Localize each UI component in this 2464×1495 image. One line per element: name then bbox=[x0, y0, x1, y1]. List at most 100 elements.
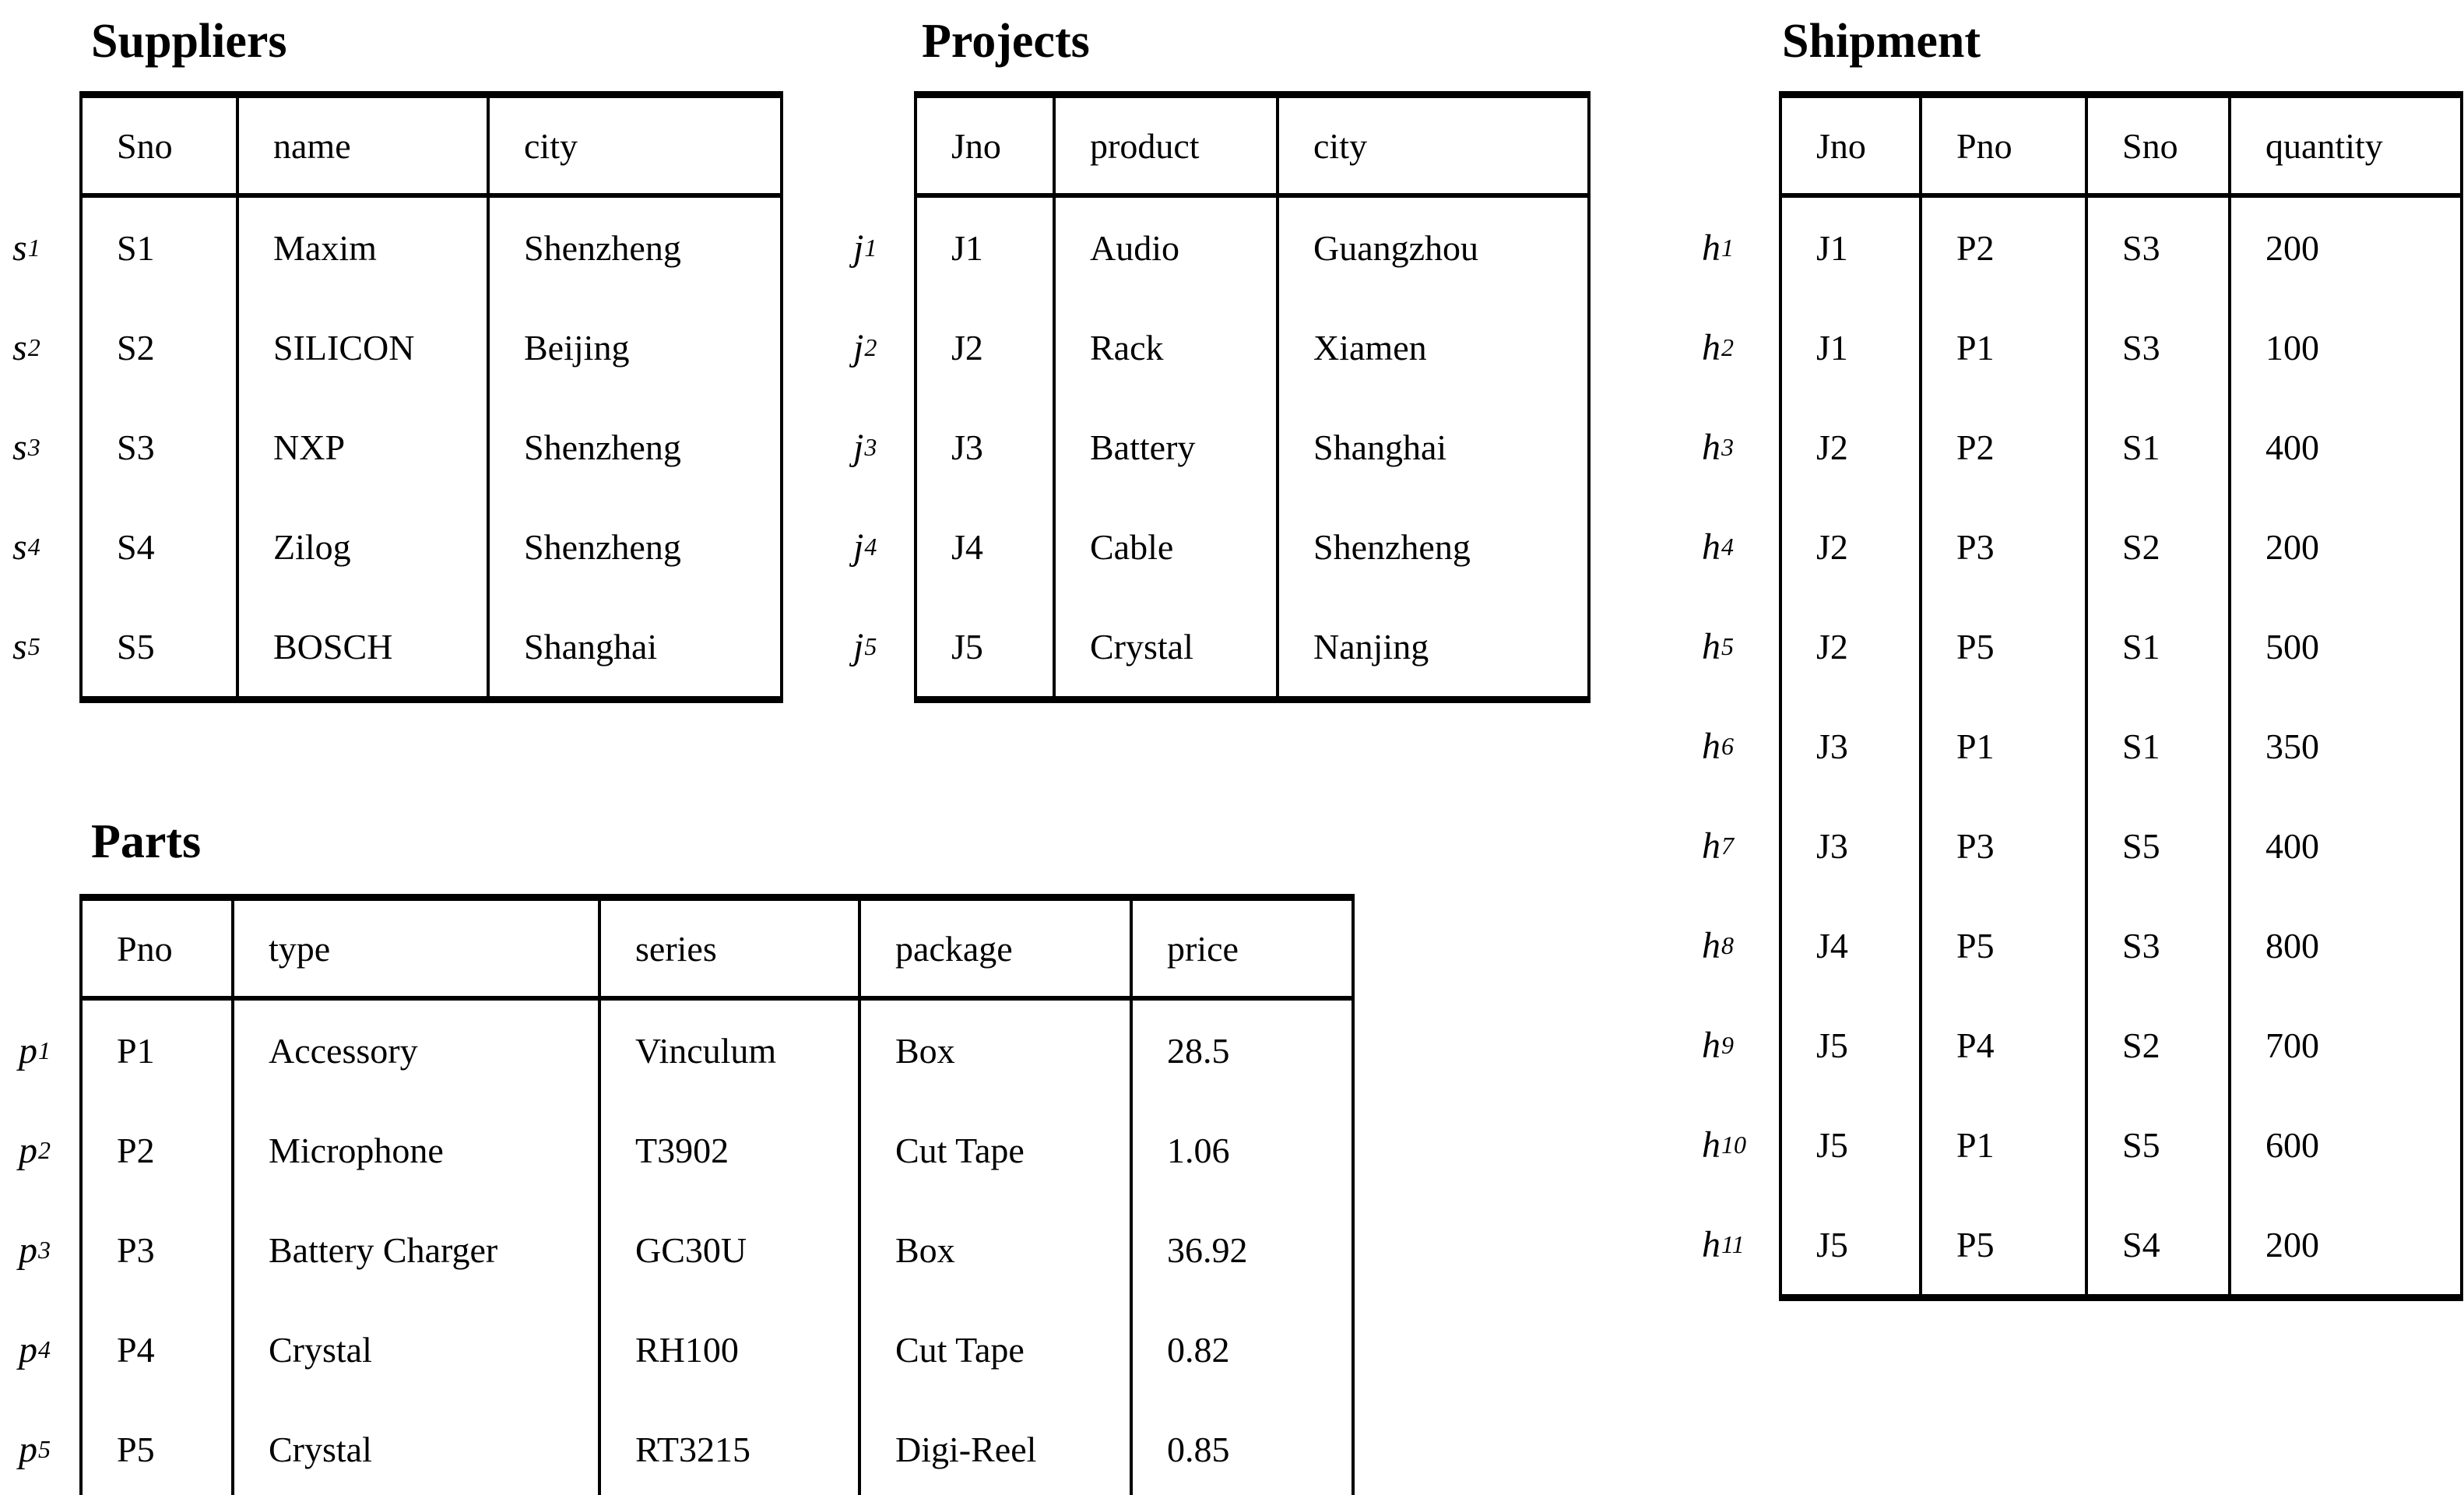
column-header: product bbox=[1056, 98, 1279, 198]
table-cell: P3 bbox=[1922, 497, 2088, 596]
table-cell: RH100 bbox=[601, 1300, 861, 1399]
column-header: Sno bbox=[2088, 98, 2231, 198]
table-cell: T3902 bbox=[601, 1100, 861, 1200]
table-cell: S2 bbox=[2088, 497, 2231, 596]
column-header: price bbox=[1133, 901, 1352, 1001]
table-cell: 800 bbox=[2265, 925, 2319, 966]
table-cell: Cut Tape bbox=[861, 1100, 1133, 1200]
table-cell: P3 bbox=[83, 1200, 234, 1300]
table-cell: Shanghai bbox=[524, 626, 658, 667]
suppliers-table: Sno name city S1 Maxim Shenzheng S2 SILICON Beij… bbox=[79, 91, 783, 703]
column-header: package bbox=[861, 901, 1133, 1001]
table-cell: S3 bbox=[2088, 198, 2231, 297]
table-cell: Beijing bbox=[524, 327, 630, 368]
table-cell: J1 bbox=[1782, 297, 1922, 397]
table-cell: Crystal bbox=[234, 1399, 601, 1495]
projects-table-title: Projects bbox=[922, 15, 1090, 68]
table-cell: Box bbox=[861, 1001, 1133, 1100]
table-cell: Battery Charger bbox=[234, 1200, 601, 1300]
table-cell: J3 bbox=[917, 397, 1056, 497]
column-header: Jno bbox=[917, 98, 1056, 198]
table-cell: Audio bbox=[1056, 198, 1279, 297]
table-cell: Guangzhou bbox=[1313, 227, 1479, 268]
table-cell: S5 bbox=[2088, 796, 2231, 895]
table-cell: J5 bbox=[1782, 995, 1922, 1095]
table-cell: Shenzheng bbox=[524, 526, 681, 567]
table-cell: NXP bbox=[239, 397, 490, 497]
table-cell: Crystal bbox=[234, 1300, 601, 1399]
table-cell: P3 bbox=[1922, 796, 2088, 895]
table-cell: P5 bbox=[1922, 895, 2088, 995]
table-cell: Crystal bbox=[1056, 596, 1279, 696]
table-cell: Xiamen bbox=[1313, 327, 1427, 368]
column-header: Jno bbox=[1782, 98, 1922, 198]
table-cell: RT3215 bbox=[601, 1399, 861, 1495]
table-cell: 500 bbox=[2265, 626, 2319, 667]
table-cell: S5 bbox=[2088, 1095, 2231, 1194]
table-cell: S3 bbox=[2088, 895, 2231, 995]
column-header: name bbox=[239, 98, 490, 198]
table-cell: J5 bbox=[1782, 1095, 1922, 1194]
table-cell: P2 bbox=[83, 1100, 234, 1200]
table-cell: P1 bbox=[1922, 297, 2088, 397]
table-cell: Zilog bbox=[239, 497, 490, 596]
parts-table-title: Parts bbox=[91, 815, 202, 868]
table-cell: Shenzheng bbox=[524, 227, 681, 268]
table-cell: Rack bbox=[1056, 297, 1279, 397]
table-cell: 350 bbox=[2265, 726, 2319, 766]
table-cell: 28.5 bbox=[1167, 1030, 1230, 1071]
table-cell: S4 bbox=[83, 497, 239, 596]
table-cell: Shenzheng bbox=[524, 427, 681, 467]
table-cell: J1 bbox=[1782, 198, 1922, 297]
table-cell: P5 bbox=[1922, 1194, 2088, 1294]
table-cell: Shanghai bbox=[1313, 427, 1447, 467]
table-cell: P5 bbox=[83, 1399, 234, 1495]
table-cell: Nanjing bbox=[1313, 626, 1429, 667]
table-cell: 0.85 bbox=[1167, 1429, 1230, 1469]
table-cell: Battery bbox=[1056, 397, 1279, 497]
table-cell: J4 bbox=[917, 497, 1056, 596]
table-cell: 36.92 bbox=[1167, 1229, 1248, 1270]
table-cell: P1 bbox=[1922, 1095, 2088, 1194]
row-label: h 11 bbox=[1702, 1223, 1745, 1265]
table-cell: J2 bbox=[1782, 497, 1922, 596]
shipment-table-title: Shipment bbox=[1782, 15, 1981, 68]
table-cell: S1 bbox=[83, 198, 239, 297]
table-cell: J5 bbox=[1782, 1194, 1922, 1294]
column-header: quantity bbox=[2231, 98, 2460, 198]
table-cell: S3 bbox=[83, 397, 239, 497]
table-cell: 200 bbox=[2265, 526, 2319, 567]
column-header: type bbox=[234, 901, 601, 1001]
table-cell: J5 bbox=[917, 596, 1056, 696]
table-cell: P2 bbox=[1922, 397, 2088, 497]
table-cell: J2 bbox=[917, 297, 1056, 397]
suppliers-table-title: Suppliers bbox=[91, 15, 287, 68]
table-cell: 100 bbox=[2265, 327, 2319, 368]
table-cell: P4 bbox=[83, 1300, 234, 1399]
table-cell: P1 bbox=[1922, 696, 2088, 796]
table-cell: P2 bbox=[1922, 198, 2088, 297]
table-cell: 700 bbox=[2265, 1025, 2319, 1065]
table-cell: Vinculum bbox=[601, 1001, 861, 1100]
table-cell: GC30U bbox=[601, 1200, 861, 1300]
table-cell: J4 bbox=[1782, 895, 1922, 995]
projects-table: Jno product city J1 Audio Guangzhou J2 Rack Xiam… bbox=[914, 91, 1591, 703]
column-header: city bbox=[1279, 98, 1587, 198]
table-cell: J2 bbox=[1782, 596, 1922, 696]
table-cell: Box bbox=[861, 1200, 1133, 1300]
table-cell: Cut Tape bbox=[861, 1300, 1133, 1399]
table-cell: Digi-Reel bbox=[861, 1399, 1133, 1495]
